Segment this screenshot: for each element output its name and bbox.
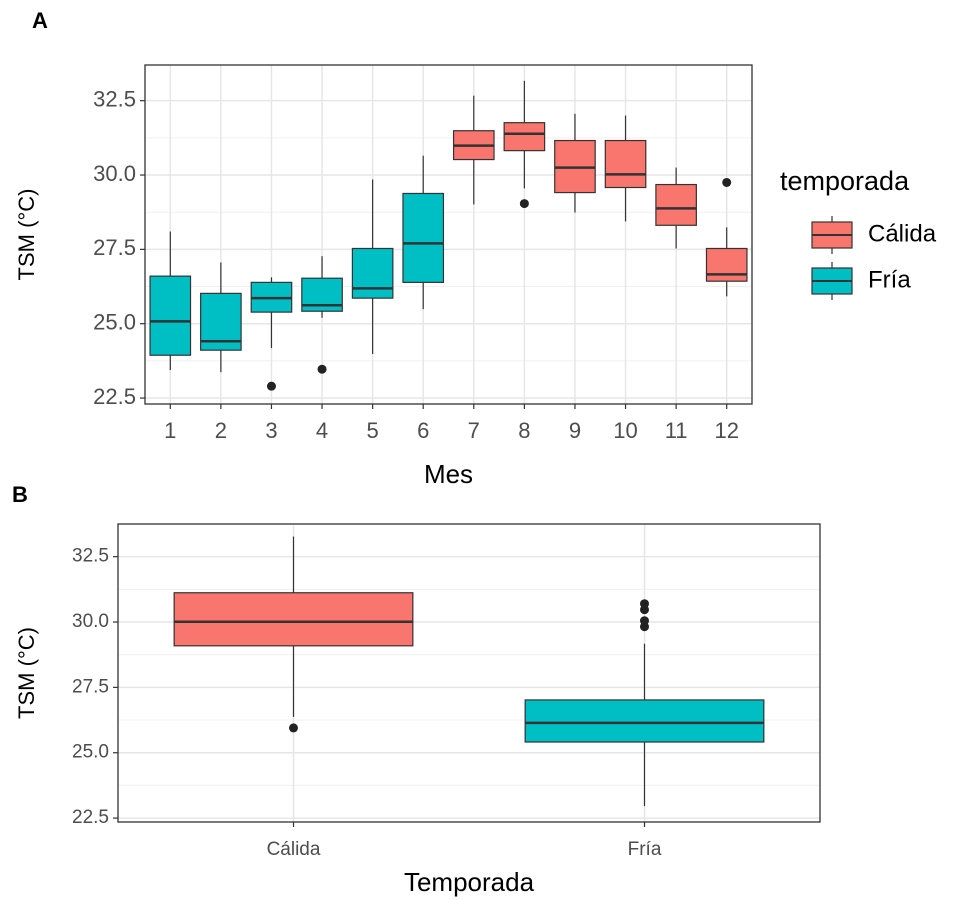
plot-background: [118, 524, 820, 822]
y-tick-label: 30.0: [72, 611, 109, 632]
box: [705, 247, 748, 282]
x-tick-label: 3: [265, 418, 277, 443]
x-axis-title: Temporada: [404, 867, 535, 897]
plot-background: [145, 65, 752, 404]
y-tick-label: 25.0: [93, 310, 136, 335]
box: [149, 275, 192, 356]
y-tick-label: 32.5: [72, 546, 109, 567]
y-axis-title: TSM (°C): [14, 189, 39, 281]
y-tick-label: 22.5: [93, 384, 136, 409]
outlier: [317, 364, 327, 374]
y-tick-label: 27.5: [72, 676, 109, 697]
x-axis-title: Mes: [424, 459, 473, 489]
y-tick-label: 30.0: [93, 161, 136, 186]
x-tick-label: 10: [613, 418, 637, 443]
y-tick-label: 32.5: [93, 86, 136, 111]
x-tick-label: 4: [316, 418, 328, 443]
y-axis-title: TSM (°C): [14, 627, 39, 719]
x-tick-label: 9: [569, 418, 581, 443]
box: [604, 139, 647, 189]
y-tick-label: 27.5: [93, 235, 136, 260]
panel-label: B: [12, 482, 28, 507]
x-tick-label: 5: [367, 418, 379, 443]
y-tick-label: 25.0: [72, 742, 109, 763]
panel-label: A: [32, 8, 48, 33]
legend-label: Cálida: [868, 220, 937, 247]
box: [503, 122, 546, 152]
outlier: [640, 622, 649, 632]
box: [351, 247, 394, 299]
x-tick-label: 1: [164, 418, 176, 443]
box: [173, 592, 414, 647]
outlier: [289, 723, 298, 733]
outlier: [722, 177, 732, 187]
legend-label: Fría: [868, 266, 911, 293]
box: [402, 192, 445, 283]
box: [524, 699, 765, 743]
x-tick-label: 6: [417, 418, 429, 443]
x-tick-label: 12: [714, 418, 738, 443]
box: [655, 183, 697, 226]
outlier: [266, 381, 276, 391]
x-tick-label: 11: [665, 418, 688, 443]
legend-title: temporada: [780, 166, 910, 196]
plot-border: [117, 523, 821, 823]
outlier: [519, 199, 529, 209]
plot-border: [144, 64, 753, 405]
outlier: [640, 605, 649, 615]
x-tick-label: 8: [518, 418, 530, 443]
x-tick-label: Cálida: [267, 839, 321, 860]
x-tick-label: 7: [468, 418, 480, 443]
x-tick-label: Fría: [628, 839, 662, 860]
x-tick-label: 2: [215, 418, 227, 443]
y-tick-label: 22.5: [72, 807, 109, 828]
